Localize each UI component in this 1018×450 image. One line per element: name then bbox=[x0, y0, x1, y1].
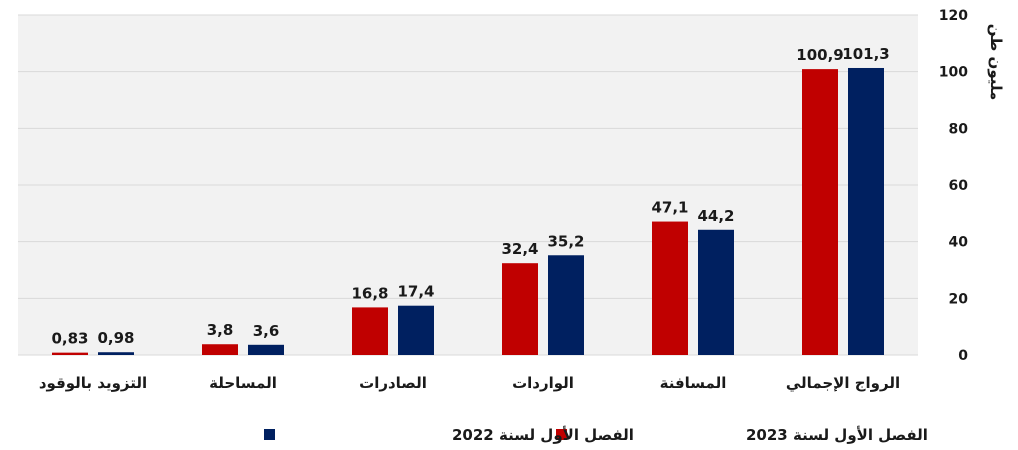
bar-2023-3 bbox=[352, 307, 388, 355]
bar-2023-0 bbox=[802, 69, 838, 355]
category-labels: الرواج الإجمالي المسافنة الواردات الصادرات ا… bbox=[39, 374, 900, 392]
category-label-1: المسافنة bbox=[660, 374, 727, 392]
legend-label-2022: الفصل الأول لسنة 2022 bbox=[452, 426, 634, 444]
bar-2023-1 bbox=[652, 221, 688, 355]
data-label: 0,98 bbox=[97, 329, 134, 347]
y-axis-label: مليون طن bbox=[987, 24, 1005, 101]
legend-swatch-2022 bbox=[264, 429, 275, 440]
data-label: 17,4 bbox=[397, 283, 434, 301]
category-label-2: الواردات bbox=[512, 374, 574, 392]
bar-2023-5 bbox=[52, 352, 88, 355]
legend: الفصل الأول لسنة 2023 الفصل الأول لسنة 2… bbox=[264, 426, 928, 444]
bar-2022-2 bbox=[548, 255, 584, 355]
data-label: 101,3 bbox=[842, 45, 889, 63]
data-label: 47,1 bbox=[651, 199, 688, 217]
data-label: 100,9 bbox=[796, 46, 843, 64]
bar-2022-1 bbox=[698, 229, 734, 355]
y-tick-label: 80 bbox=[949, 121, 969, 137]
bars bbox=[52, 67, 884, 355]
bar-2023-4 bbox=[202, 344, 238, 355]
legend-label-2023: الفصل الأول لسنة 2023 bbox=[746, 426, 928, 444]
y-tick-label: 60 bbox=[949, 178, 969, 194]
gridlines bbox=[18, 14, 918, 356]
data-label: 32,4 bbox=[501, 240, 538, 258]
bar-2022-5 bbox=[98, 352, 134, 355]
category-label-5: التزويد بالوقود bbox=[39, 374, 147, 392]
category-label-4: المساحلة bbox=[209, 374, 277, 392]
y-tick-label: 20 bbox=[949, 291, 969, 307]
data-label: 3,6 bbox=[253, 322, 280, 340]
data-label: 16,8 bbox=[351, 284, 388, 302]
bar-2022-4 bbox=[248, 344, 284, 355]
bar-2023-2 bbox=[502, 263, 538, 355]
y-tick-label: 40 bbox=[949, 235, 969, 251]
y-tick-label: 120 bbox=[939, 8, 968, 24]
y-tick-label: 100 bbox=[939, 65, 968, 81]
data-label: 0,83 bbox=[51, 330, 88, 348]
category-label-3: الصادرات bbox=[359, 374, 427, 392]
y-axis-ticks: 0 20 40 60 80 100 120 bbox=[939, 8, 968, 364]
data-label: 35,2 bbox=[547, 232, 584, 250]
bar-2022-0 bbox=[848, 67, 884, 355]
y-tick-label: 0 bbox=[958, 348, 968, 364]
data-label: 44,2 bbox=[697, 207, 734, 225]
data-label: 3,8 bbox=[207, 321, 234, 339]
bar-2022-3 bbox=[398, 305, 434, 355]
category-label-0: الرواج الإجمالي bbox=[786, 374, 900, 392]
legend-swatch-2023 bbox=[556, 429, 567, 440]
